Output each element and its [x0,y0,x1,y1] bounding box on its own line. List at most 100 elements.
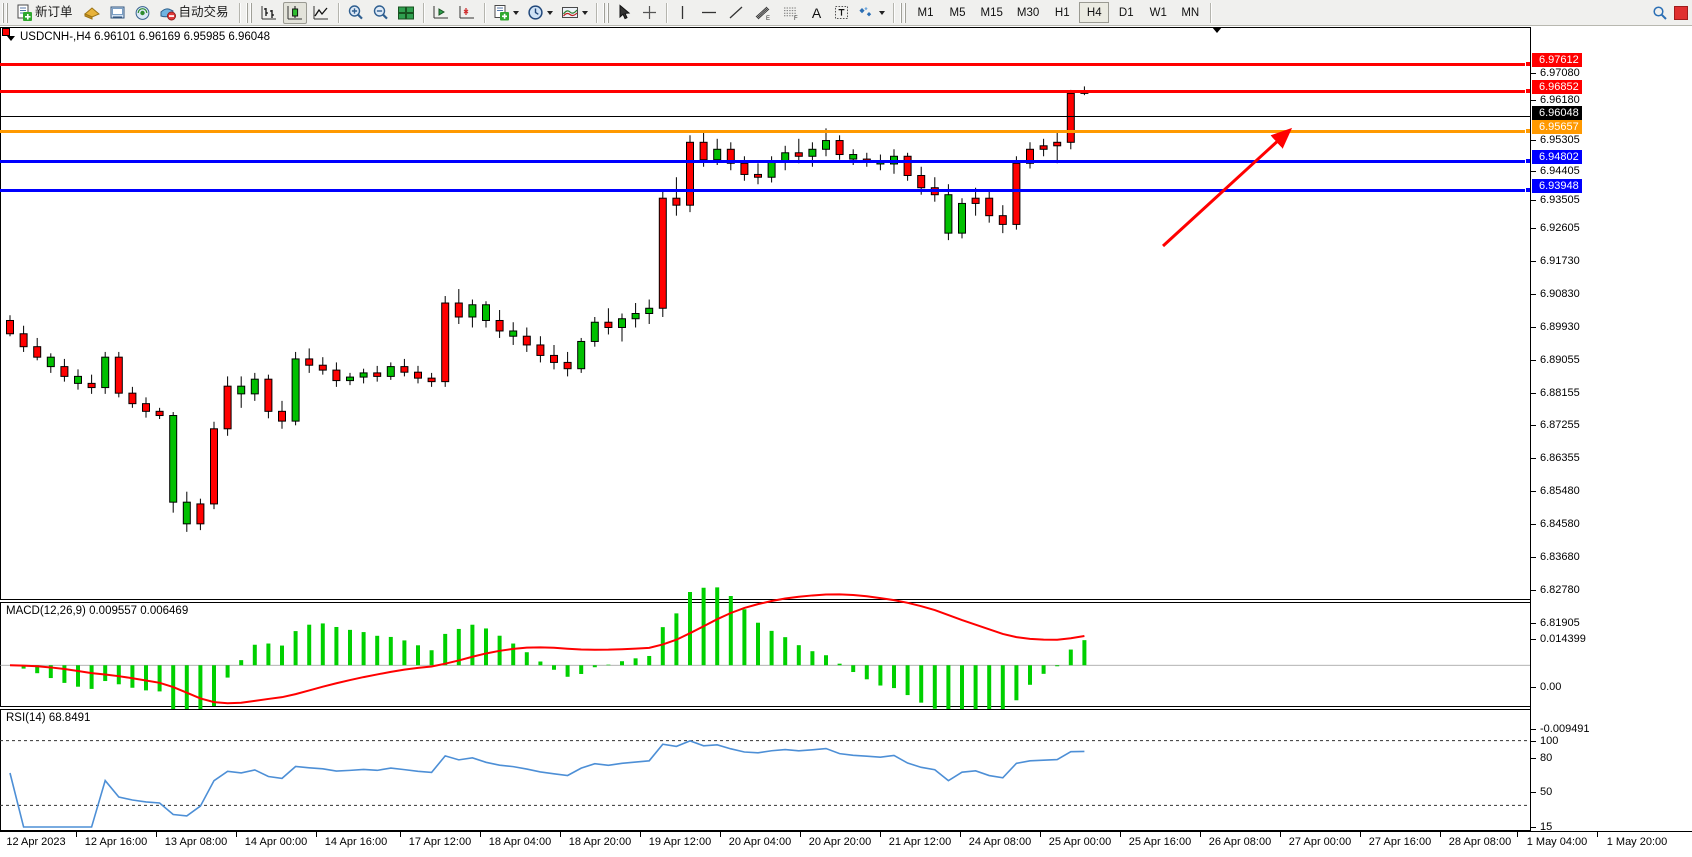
chart-shift-icon [459,6,474,19]
toolbar-separator-7 [892,2,894,23]
signals-icon [135,5,149,20]
new-order-label: 新订单 [35,5,73,20]
timeframe-m5-button[interactable]: M5 [949,6,966,19]
price-tick: 6.89930 [1531,321,1580,333]
toolbar-grip-3[interactable] [602,2,610,23]
timeframe-h1-button[interactable]: H1 [1054,6,1070,19]
zoom-out-icon [373,5,388,20]
candle [944,184,953,241]
auto-scroll-button[interactable] [429,2,453,24]
time-divider [960,832,961,837]
zoom-out-button[interactable] [369,2,392,24]
time-tick-label: 12 Apr 16:00 [84,836,148,848]
chevron-down-icon[interactable] [512,10,519,15]
candle [264,374,273,419]
search-icon[interactable] [1652,5,1668,21]
time-tick-label: 25 Apr 00:00 [1048,836,1112,848]
time-axis[interactable]: 12 Apr 2023 12 Apr 16:00 13 Apr 08:00 14 Ap… [0,831,1692,857]
candle [332,362,341,387]
price-level-badge[interactable]: 6.96048 [1532,106,1582,120]
text-box-button[interactable] [830,2,853,24]
candle [223,376,232,436]
rsi-pane[interactable]: RSI(14) 68.8491 [0,709,1530,831]
time-divider [1517,832,1518,837]
price-level-badge[interactable]: 6.95657 [1532,120,1582,134]
candlestick-chart-icon [287,6,302,20]
trendline-icon [729,6,742,19]
terminal-button[interactable] [106,2,129,24]
price-level-line [0,160,1530,163]
timeframe-w1-button[interactable]: W1 [1149,6,1167,19]
time-tick-label: 18 Apr 20:00 [568,836,632,848]
cursor-button[interactable] [614,2,636,24]
horizontal-line-icon [701,11,716,14]
red-square-icon[interactable] [1674,5,1688,20]
toolbar-separator-3 [422,2,424,23]
chevron-down-icon-3[interactable] [581,10,588,15]
price-level-badge[interactable]: 6.94802 [1532,150,1582,164]
candle [291,351,300,426]
macd-pane[interactable]: MACD(12,26,9) 0.009557 0.006469 [0,587,1530,730]
rsi-pane-outline [0,709,1530,831]
macd-tick: 0.014399 [1531,633,1586,645]
text-label-button[interactable]: A [806,2,828,24]
candle [577,337,586,373]
candle [590,316,599,347]
candle [101,351,110,394]
time-divider [316,832,317,837]
candle [318,357,327,375]
tile-windows-button[interactable] [394,2,418,24]
shapes-icon [858,7,871,17]
vertical-line-button[interactable] [672,2,694,24]
zoom-in-button[interactable] [344,2,367,24]
timeframe-m15-button[interactable]: M15 [980,6,1003,19]
templates-button[interactable] [558,2,591,24]
toolbar-grip-2[interactable] [245,2,253,23]
fibonacci-button[interactable]: F [778,2,804,24]
expert-advisor-button[interactable] [80,2,104,24]
crosshair-button[interactable] [638,2,661,24]
indicators-button[interactable] [490,2,522,24]
periods-button[interactable] [524,2,556,24]
chart-corner-marker[interactable] [2,28,10,36]
price-level-badge[interactable]: 6.97612 [1532,53,1582,67]
candle [142,397,150,418]
candle [19,325,28,352]
time-tick-label: 14 Apr 00:00 [244,836,308,848]
chart-shift-button[interactable] [455,2,479,24]
chart-symbol-label: USDCNH-,H4 6.96101 6.96169 6.95985 6.960… [20,31,270,43]
shapes-button[interactable] [855,2,888,24]
candle [658,191,667,317]
equidistant-channel-button[interactable]: E [750,2,776,24]
price-level-badge[interactable]: 6.96852 [1532,80,1582,94]
price-pane[interactable]: USDCNH-,H4 6.96101 6.96169 6.95985 6.960… [0,27,1531,600]
price-tick: 6.84580 [1531,518,1580,530]
timeframe-m1-button[interactable]: M1 [917,6,934,19]
bar-chart-button[interactable] [257,2,281,24]
autotrading-button[interactable]: 自动交易 [156,2,234,24]
toolbar-grip-4[interactable] [899,2,907,23]
timeframe-mn-button[interactable]: MN [1181,6,1200,19]
horizontal-line-button[interactable] [696,2,722,24]
uptrend-arrow[interactable] [0,27,1530,600]
line-chart-button[interactable] [309,2,333,24]
symbol-caret-icon[interactable] [7,36,15,41]
price-axis[interactable]: 6.97080 6.96180 6.95305 6.94405 6.93505 6.926… [1530,27,1692,845]
candle [686,135,694,213]
chevron-down-icon-4[interactable] [878,10,885,15]
candle [726,142,735,171]
macd-series [0,587,1530,730]
timeframe-d1-button[interactable]: D1 [1118,6,1134,19]
price-level-badge[interactable]: 6.93948 [1532,179,1582,193]
timeframe-h4-button[interactable]: H4 [1079,2,1110,23]
time-tick-label: 21 Apr 12:00 [888,836,952,848]
candlestick-chart-button[interactable] [282,1,307,24]
trendline-button[interactable] [724,2,748,24]
candle [1026,142,1034,169]
timeframe-m30-button[interactable]: M30 [1016,6,1040,19]
chevron-down-icon-2[interactable] [546,10,553,15]
new-order-button[interactable]: 新订单 [13,2,78,24]
signals-button[interactable] [131,2,154,24]
candle [563,351,572,377]
toolbar-grip[interactable] [2,2,9,23]
